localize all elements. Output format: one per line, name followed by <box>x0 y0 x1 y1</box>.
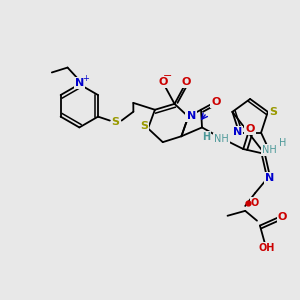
Text: NH: NH <box>214 134 229 144</box>
Text: S: S <box>112 116 120 127</box>
Text: O: O <box>211 97 220 107</box>
Text: N: N <box>232 127 242 137</box>
Text: H: H <box>202 132 210 142</box>
Text: OH: OH <box>259 243 275 253</box>
Text: +: + <box>82 74 89 83</box>
Text: S: S <box>140 122 148 131</box>
Text: O: O <box>251 198 259 208</box>
Text: O: O <box>182 77 191 87</box>
Text: −: − <box>163 71 172 81</box>
Text: O: O <box>158 77 167 87</box>
Text: N: N <box>265 173 274 184</box>
Text: O: O <box>245 124 255 134</box>
Text: N: N <box>75 78 84 88</box>
Text: H: H <box>279 139 286 148</box>
Text: O: O <box>278 212 287 222</box>
Text: NH: NH <box>262 146 276 155</box>
Text: N: N <box>187 111 196 121</box>
Text: S: S <box>269 107 277 117</box>
